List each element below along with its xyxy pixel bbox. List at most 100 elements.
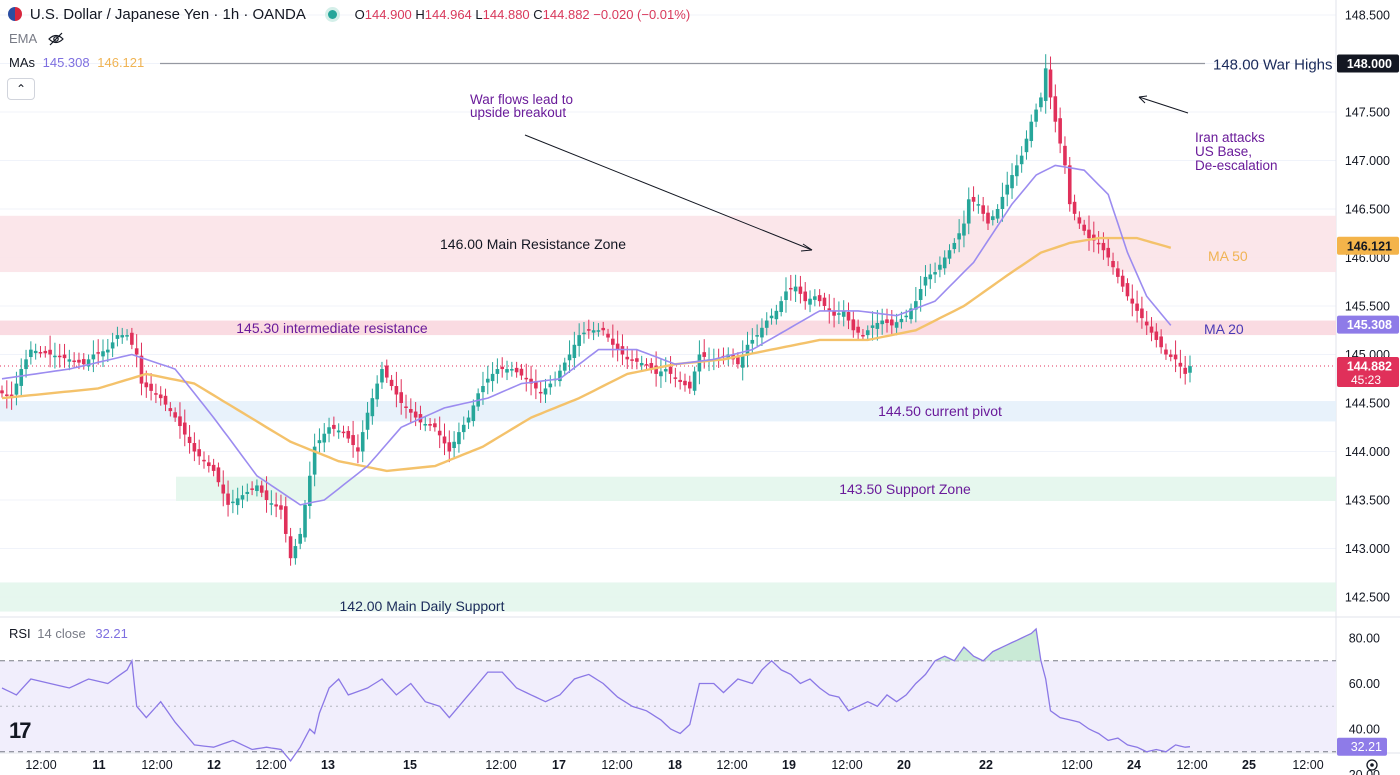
candle-body bbox=[327, 427, 331, 434]
candle-body bbox=[784, 291, 788, 300]
close-label: C bbox=[533, 7, 543, 22]
open-value: 144.900 bbox=[364, 7, 412, 22]
candle-body bbox=[1159, 336, 1163, 348]
candle-body bbox=[139, 355, 144, 384]
candle-body bbox=[1015, 165, 1019, 177]
candle-body bbox=[134, 348, 139, 355]
tradingview-logo[interactable]: 17 bbox=[9, 718, 32, 743]
candle-body bbox=[178, 416, 182, 427]
candle-body bbox=[611, 338, 615, 345]
candle-body bbox=[360, 432, 365, 452]
candle-body bbox=[1111, 260, 1115, 268]
candle-body bbox=[865, 330, 870, 336]
candle-body bbox=[952, 242, 957, 250]
rsi-params: 14 close bbox=[37, 626, 86, 641]
candle-body bbox=[433, 423, 437, 428]
time-tick-label: 12:00 bbox=[255, 758, 286, 772]
rsi-label: RSI bbox=[9, 626, 31, 641]
ma50-chart-label: MA 50 bbox=[1208, 248, 1248, 264]
candle-body bbox=[596, 330, 601, 332]
ma50-badge: 146.121 bbox=[1347, 239, 1392, 253]
flag-icon bbox=[8, 7, 22, 21]
eye-hidden-icon[interactable] bbox=[48, 32, 64, 49]
candle-body bbox=[38, 352, 43, 354]
candle-body bbox=[182, 422, 187, 435]
ema-indicator-row[interactable]: EMA bbox=[9, 31, 64, 49]
candle-body bbox=[1130, 298, 1135, 304]
candle-body bbox=[817, 295, 822, 302]
candle-body bbox=[687, 381, 692, 389]
ma20-line bbox=[1, 164, 1172, 506]
candle-body bbox=[29, 349, 33, 358]
candle-body bbox=[197, 449, 201, 457]
candle-body bbox=[861, 335, 865, 337]
candle-body bbox=[986, 212, 990, 224]
candle-body bbox=[1106, 247, 1111, 258]
candle-body bbox=[630, 359, 634, 361]
time-tick-label: 13 bbox=[321, 758, 335, 772]
candle-body bbox=[274, 504, 278, 507]
gear-hub bbox=[1370, 763, 1374, 767]
rsi-overbought-fill bbox=[2, 628, 1190, 661]
candle-body bbox=[19, 369, 24, 386]
high-label: H bbox=[415, 7, 425, 22]
war-high-badge-bg bbox=[1337, 54, 1399, 73]
candle-body bbox=[1067, 165, 1072, 205]
chevron-up-icon: ⌃ bbox=[15, 82, 27, 96]
symbol-title[interactable]: U.S. Dollar / Japanese Yen · 1h · OANDA bbox=[29, 6, 306, 23]
collapse-legend-button[interactable]: ⌃ bbox=[7, 78, 35, 100]
candle-body bbox=[101, 351, 105, 357]
candle-body bbox=[115, 335, 120, 339]
candle-body bbox=[591, 330, 596, 333]
candle-body bbox=[1019, 155, 1024, 165]
candle-body bbox=[635, 358, 639, 362]
candle-body bbox=[841, 310, 846, 317]
candle-body bbox=[668, 366, 673, 374]
candle-body bbox=[187, 436, 192, 444]
candle-body bbox=[255, 485, 259, 492]
candle-body bbox=[144, 382, 149, 388]
candle-body bbox=[428, 424, 432, 426]
candle-body bbox=[500, 366, 505, 370]
candle-body bbox=[1125, 283, 1130, 297]
candle-body bbox=[62, 354, 67, 359]
candle-body bbox=[779, 301, 783, 313]
time-tick-label: 12:00 bbox=[141, 758, 172, 772]
candle-body bbox=[1063, 145, 1067, 166]
candle-body bbox=[567, 354, 572, 361]
candle-body bbox=[380, 369, 384, 383]
rsi-legend[interactable]: RSI 14 close 32.21 bbox=[9, 626, 128, 641]
candle-body bbox=[663, 369, 668, 372]
candle-body bbox=[644, 364, 649, 366]
candle-body bbox=[524, 377, 529, 380]
gear-ring bbox=[1366, 759, 1378, 771]
header-row: U.S. Dollar / Japanese Yen · 1h · OANDA … bbox=[8, 6, 690, 23]
candle-body bbox=[991, 216, 995, 221]
candle-body bbox=[0, 390, 4, 394]
candle-body bbox=[67, 359, 72, 362]
candle-body bbox=[490, 373, 495, 382]
candle-body bbox=[894, 322, 899, 328]
candle-body bbox=[437, 430, 442, 436]
annotation-war-flows-line2: upside breakout bbox=[470, 105, 566, 120]
candle-body bbox=[264, 490, 269, 500]
annotation-war-flows-line1: War flows lead to bbox=[470, 92, 573, 107]
candle-body bbox=[625, 356, 630, 360]
candle-body bbox=[235, 498, 240, 506]
settings-gear-icon[interactable] bbox=[1366, 759, 1378, 771]
candle-body bbox=[827, 308, 832, 311]
candle-body bbox=[471, 405, 476, 422]
mas-indicator-row[interactable]: MAs 145.308 146.121 bbox=[9, 55, 144, 70]
candle-body bbox=[880, 320, 884, 325]
candle-body bbox=[77, 359, 81, 363]
candle-body bbox=[1005, 184, 1010, 195]
rsi-tick-label: 40.00 bbox=[1349, 723, 1380, 737]
candle-body bbox=[755, 335, 759, 337]
price-tick-label: 147.000 bbox=[1345, 154, 1390, 168]
candle-body bbox=[216, 467, 221, 483]
candle-body bbox=[1034, 109, 1038, 122]
candle-body bbox=[933, 272, 937, 275]
candle-body bbox=[404, 406, 408, 408]
candle-body bbox=[798, 286, 803, 294]
